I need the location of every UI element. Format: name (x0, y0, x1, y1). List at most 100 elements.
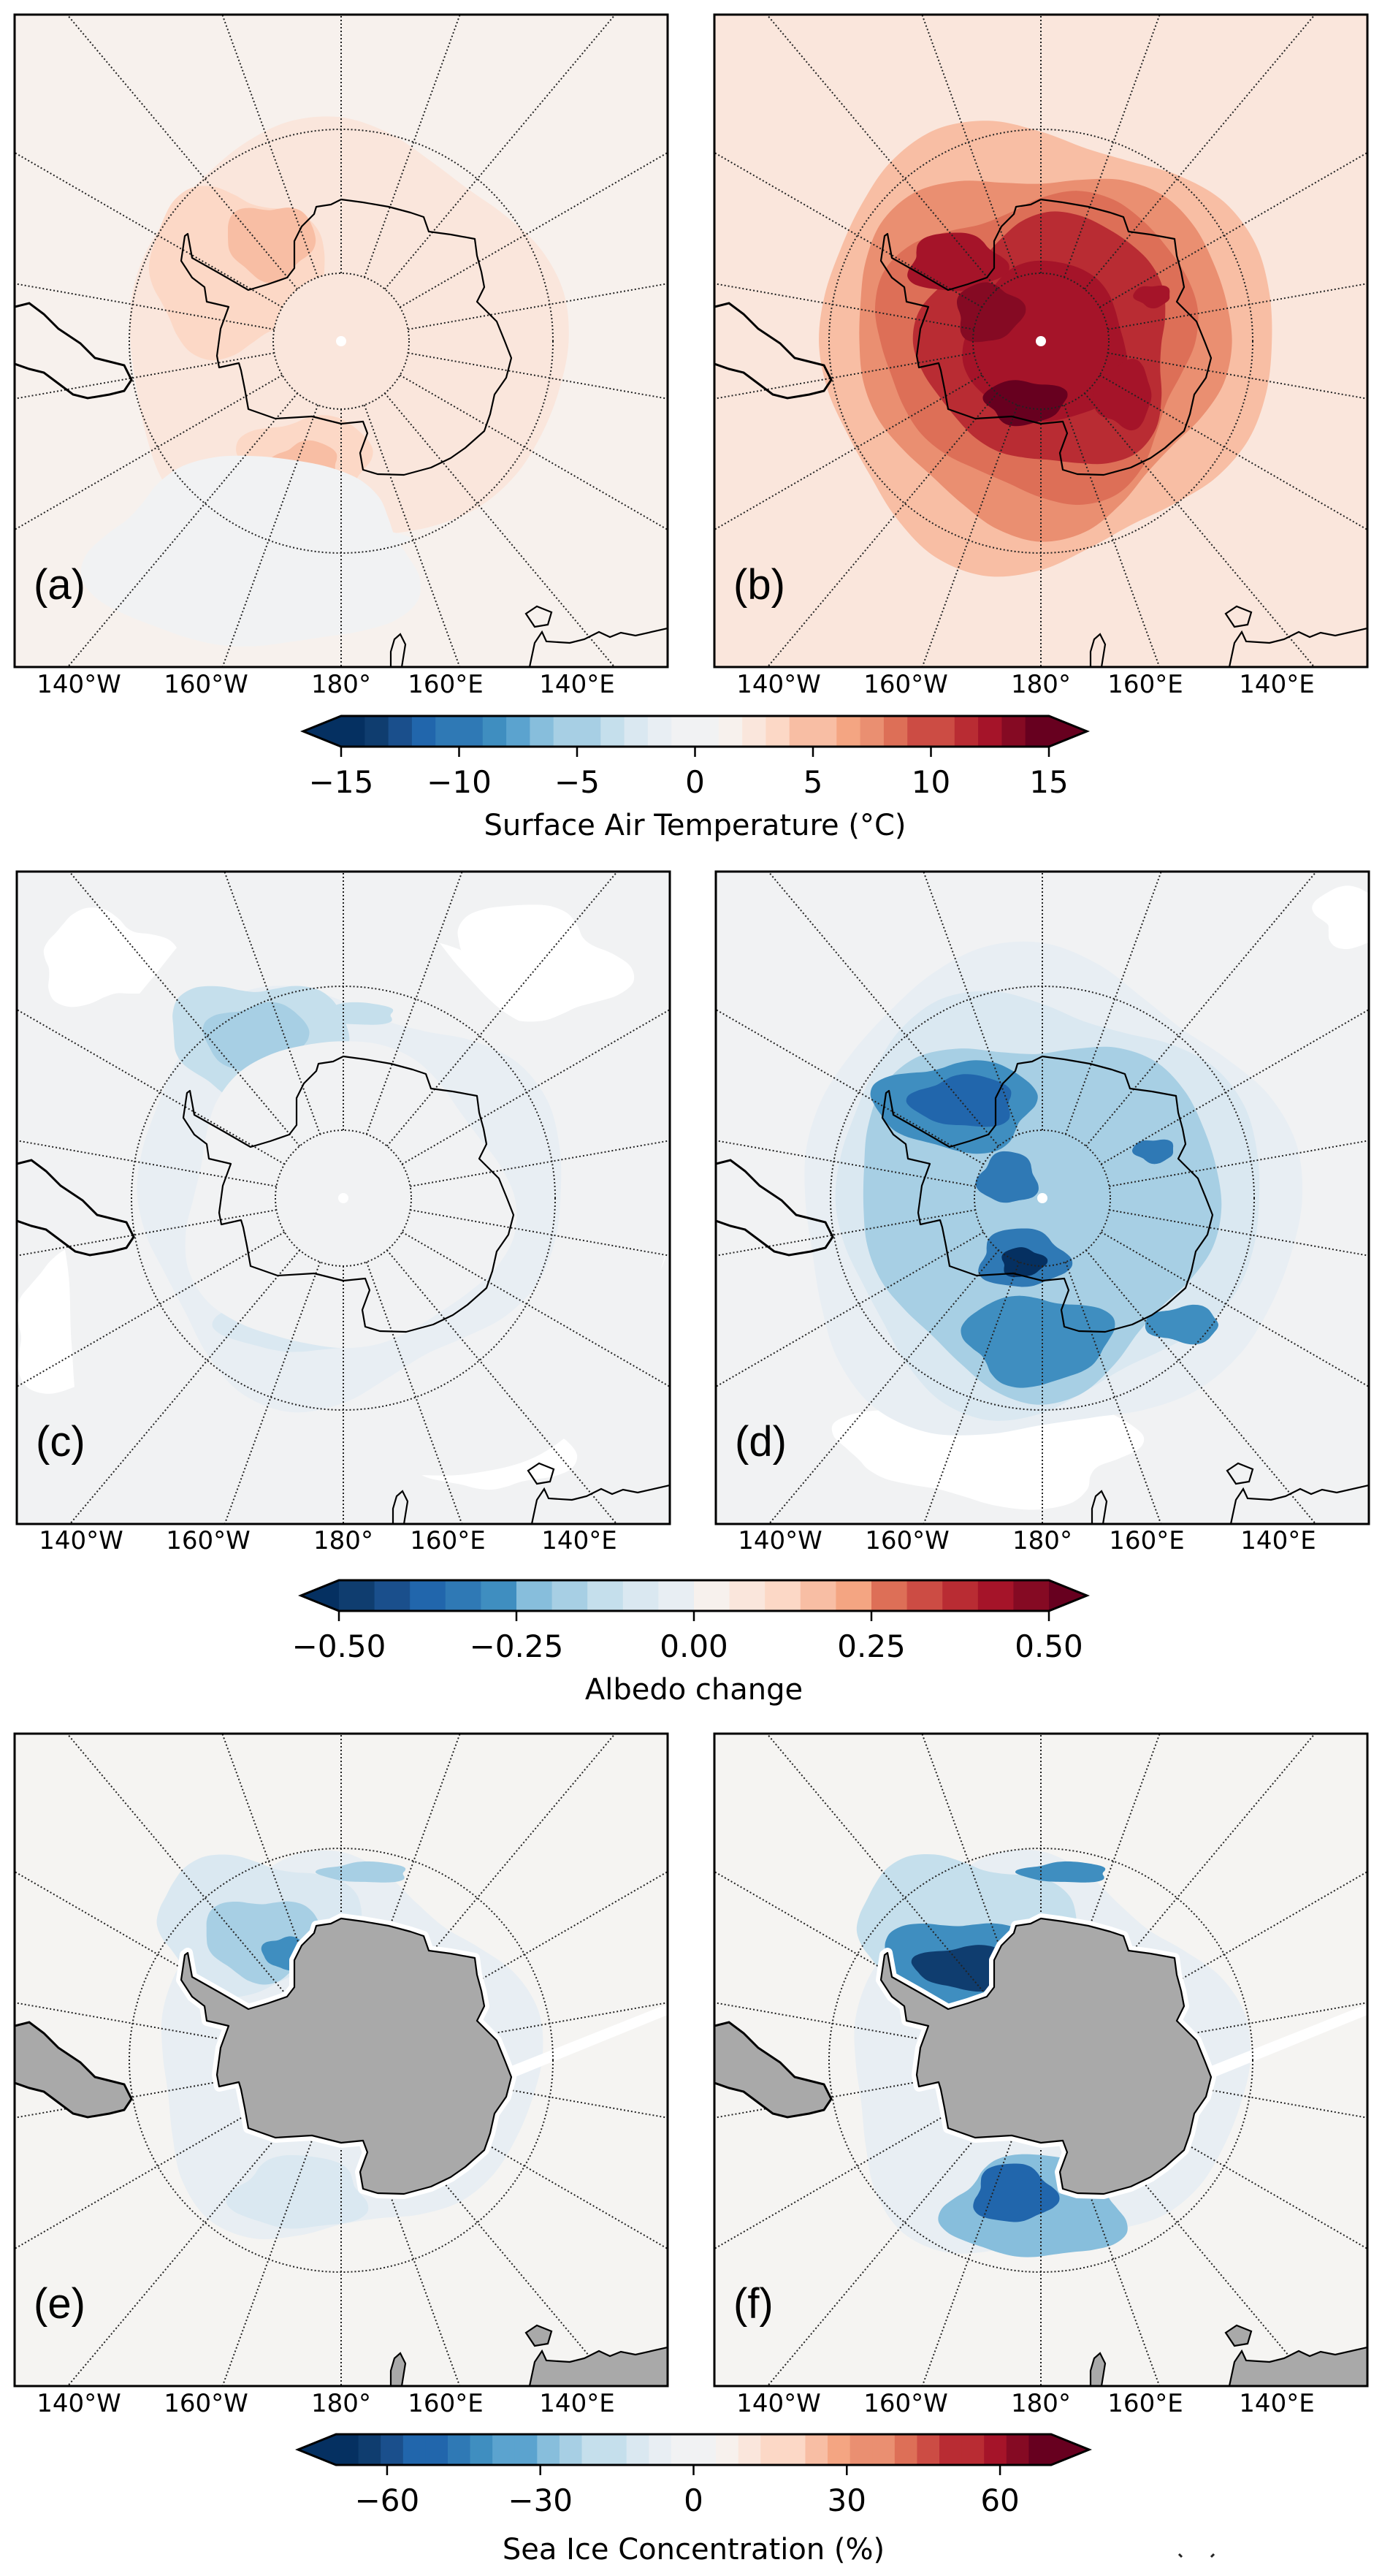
colorbar-bin (738, 2434, 761, 2465)
colorbar-tick-label: 0.00 (660, 1628, 728, 1664)
colorbar-bin (658, 1580, 695, 1611)
lon-ticks-b: 140°W 160°W 180° 160°E 140°E (714, 672, 1367, 701)
colorbar-bin (559, 2434, 583, 2465)
australia-coastline (528, 2346, 668, 2386)
map-frame (15, 870, 671, 1525)
colorbar-bin (836, 716, 861, 747)
colorbar-tick-label: −15 (308, 764, 374, 800)
map-svg (713, 13, 1369, 668)
colorbar-bin (760, 2434, 784, 2465)
contour-region (226, 2154, 369, 2229)
colorbar-bin (1013, 1580, 1050, 1611)
colorbar-bin (805, 2434, 828, 2465)
colorbar-bin (942, 1580, 979, 1611)
colorbar-bin (1001, 716, 1026, 747)
colorbar-bin (470, 2434, 493, 2465)
colorbar-bin (587, 1580, 624, 1611)
australia-coastline (1228, 2346, 1367, 2386)
colorbar-extend-min (298, 2434, 336, 2465)
colorbar-bin (447, 2434, 471, 2465)
contour-region (302, 1002, 394, 1025)
tasmania-coastline (524, 605, 553, 628)
colorbar-bin (978, 716, 1002, 747)
map-frame (713, 13, 1369, 668)
south-pole-marker (336, 336, 346, 346)
landmasses (714, 1913, 1367, 2386)
landmasses (714, 198, 1367, 667)
panel-d-albedo-map: (d) (714, 870, 1370, 1525)
map-frame (13, 13, 669, 668)
longitude-tick-label: 160°E (410, 1526, 486, 1555)
colorbar-bin (358, 2434, 381, 2465)
colorbar-bin (530, 716, 554, 747)
colorbar-bin (626, 2434, 649, 2465)
colorbar-svg (299, 715, 1091, 757)
map-frame (13, 1732, 669, 2388)
south-america-coastline (714, 302, 833, 400)
antarctica-coastline (881, 1055, 1214, 1333)
colorbar-bin (729, 1580, 766, 1611)
map-body (714, 1734, 1367, 2386)
contour-region (269, 522, 411, 552)
contour-region (1132, 1139, 1174, 1165)
colorbar-bin (800, 1580, 836, 1611)
contour-region (1015, 1861, 1106, 1883)
colorbar-bin (577, 716, 601, 747)
albedo-colorbar: Albedo change −0.50 −0.25 0.00 0.25 0.50 (292, 1579, 1091, 1712)
contour-region (185, 1041, 517, 1349)
longitude-tick-label: 140°E (1239, 2389, 1315, 2418)
australia-coastline (528, 627, 668, 667)
map-body (15, 1734, 668, 2386)
masked-patch (1312, 885, 1369, 950)
colorbar-bin (537, 2434, 560, 2465)
colorbar-bin (339, 1580, 375, 1611)
longitude-tick-label: 160°W (863, 670, 948, 699)
masked-stripe (1211, 2004, 1367, 2077)
new-zealand-coastline (392, 1490, 409, 1524)
colorbar-bin (364, 716, 389, 747)
colorbar-bin (553, 716, 578, 747)
colorbar-bin (604, 2434, 627, 2465)
colorbar-bin (694, 1580, 730, 1611)
colorbar-bin (917, 2434, 940, 2465)
new-zealand-coastline (389, 2352, 407, 2386)
colorbar-bin (506, 716, 530, 747)
colorbar-extend-max (1049, 1580, 1087, 1611)
longitude-tick-label: 140°W (738, 1526, 822, 1555)
longitude-tick-label: 140°W (736, 2389, 821, 2418)
colorbar-bin (410, 1580, 446, 1611)
colorbar-bin (622, 1580, 659, 1611)
colorbar-extend-max (1049, 716, 1087, 747)
antarctica-coastline (180, 1917, 513, 2195)
panel-b-temperature-map: (b) (713, 13, 1369, 668)
map-svg (13, 13, 669, 668)
panel-label: (d) (735, 1418, 787, 1466)
panel-c-albedo-map: (c) (15, 870, 671, 1525)
colorbar-bin (600, 716, 625, 747)
colorbar-label: Sea Ice Concentration (%) (502, 2533, 885, 2567)
antarctica-coastline (182, 1055, 515, 1333)
colorbar-tick-label: −0.25 (469, 1628, 564, 1664)
map-frame (714, 870, 1370, 1525)
colorbar-svg (297, 1579, 1091, 1621)
tasmania-coastline (1226, 1462, 1254, 1485)
graticule (714, 15, 1367, 667)
contour-region (315, 1861, 406, 1883)
contour-region (982, 380, 1068, 427)
new-zealand-coastline (1089, 633, 1107, 667)
colorbar-bin (388, 716, 413, 747)
tasmania-coastline (1224, 605, 1253, 628)
longitude-tick-label: 140°E (539, 670, 615, 699)
contour-region (973, 2163, 1060, 2222)
map-svg (13, 1732, 669, 2388)
colorbar-bin (742, 716, 766, 747)
colorbar-bin (514, 2434, 538, 2465)
south-america-coastline (15, 302, 133, 400)
colorbar-tick-label: 0 (685, 764, 705, 800)
colorbar-bin (482, 716, 507, 747)
colorbar-bin (850, 2434, 873, 2465)
colorbar-bin (906, 1580, 943, 1611)
longitude-tick-label: 160°E (408, 2389, 484, 2418)
longitude-tick-label: 140°E (541, 1526, 617, 1555)
longitude-tick-label: 160°E (1109, 1526, 1185, 1555)
